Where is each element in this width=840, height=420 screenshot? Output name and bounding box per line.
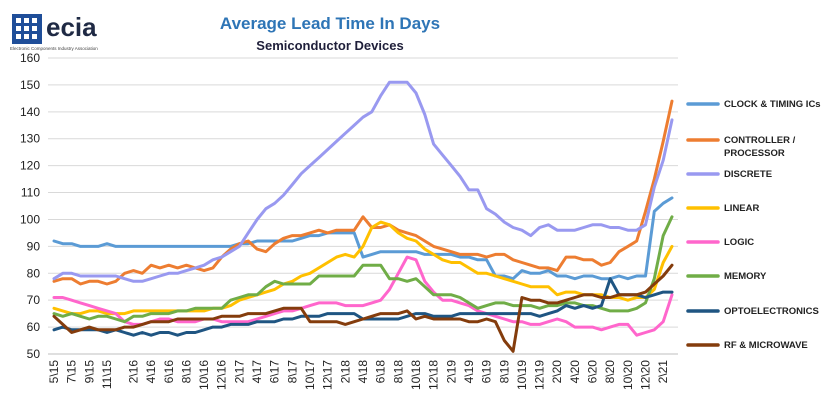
series-line-3: [52, 80, 674, 283]
x-tick-label: 2\20: [550, 360, 564, 384]
legend-item: OPTOELECTRONICS: [686, 306, 819, 317]
x-tick-label: 12\17: [321, 360, 335, 390]
series-line-1: [52, 196, 674, 281]
x-tick-label: 2\21: [656, 360, 670, 384]
x-tick-label: 8\19: [497, 360, 511, 384]
legend-label: MEMORY: [724, 271, 767, 282]
y-tick-label: 130: [20, 132, 40, 146]
x-tick-label: 8\18: [391, 360, 405, 384]
y-tick-label: 50: [27, 347, 41, 361]
x-tick-label: 8\20: [603, 360, 617, 384]
x-tick-label: 2\16: [126, 360, 140, 384]
x-tick-label: 12\20: [639, 360, 653, 390]
x-tick-label: 2\17: [232, 360, 246, 384]
legend-label: LINEAR: [724, 203, 760, 214]
series-line-8: [52, 263, 674, 353]
x-tick-label: 4\17: [250, 360, 264, 384]
legend-label: DISCRETE: [724, 169, 772, 180]
ecia-logo: ecia Electronic Components Industry Asso…: [6, 8, 116, 51]
x-tick-label: 12\18: [427, 360, 441, 390]
series-lines: [52, 80, 674, 353]
legend: CLOCK & TIMING ICs CONTROLLER / PROCESSOR D…: [686, 99, 821, 351]
legend-label: LOGIC: [724, 237, 754, 248]
x-tick-label: 10\19: [515, 360, 529, 390]
legend-label: CONTROLLER /: [724, 135, 796, 146]
x-tick-label: 5\15: [47, 360, 61, 384]
legend-item: CLOCK & TIMING ICs: [686, 99, 821, 110]
chart-subtitle: Semiconductor Devices: [256, 38, 404, 53]
x-tick-label: 6\20: [586, 360, 600, 384]
ecia-logo-icon: [12, 14, 42, 44]
series-line-2: [52, 99, 674, 286]
y-tick-label: 80: [27, 266, 41, 280]
x-tick-label: 2\19: [444, 360, 458, 384]
chart-title: Average Lead Time In Days: [219, 14, 441, 33]
x-tick-label: 10\16: [197, 360, 211, 390]
x-tick-label: 10\20: [621, 360, 635, 390]
y-tick-label: 100: [20, 212, 40, 226]
x-tick-label: 6\18: [374, 360, 388, 384]
x-tick-label: 11\15: [100, 360, 114, 389]
series-line-5: [52, 255, 674, 337]
series-line-4: [52, 220, 674, 316]
x-tick-label: 9\15: [82, 360, 96, 384]
x-tick-label: 12\16: [215, 360, 229, 390]
legend-item: MEMORY: [686, 271, 767, 282]
x-tick-label: 8\17: [285, 360, 299, 384]
y-tick-label: 70: [27, 293, 41, 307]
legend-item: DISCRETE: [686, 169, 772, 180]
legend-item: CONTROLLER / PROCESSOR: [686, 135, 796, 159]
legend-label-cont: PROCESSOR: [724, 148, 785, 159]
logo-text: ecia: [46, 12, 97, 42]
y-tick-label: 150: [20, 78, 40, 92]
y-axis: 50 60 70 80 90 100 110 120 130 140 150 160: [20, 51, 40, 361]
x-tick-label: 4\16: [144, 360, 158, 384]
x-tick-label: 6\16: [162, 360, 176, 384]
x-tick-label: 2\18: [338, 360, 352, 384]
legend-item: RF & MICROWAVE: [686, 340, 808, 351]
legend-label: OPTOELECTRONICS: [724, 306, 819, 317]
y-tick-label: 160: [20, 51, 40, 65]
legend-label: CLOCK & TIMING ICs: [724, 99, 821, 110]
x-tick-label: 4\18: [356, 360, 370, 384]
x-tick-label: 6\19: [480, 360, 494, 384]
x-tick-label: 8\16: [179, 360, 193, 384]
x-tick-label: 7\15: [65, 360, 79, 384]
x-tick-label: 6\17: [268, 360, 282, 384]
legend-item: LINEAR: [686, 203, 760, 214]
x-tick-label: 12\19: [533, 360, 547, 390]
series-line-6: [52, 215, 674, 324]
x-axis: 5\15 7\15 9\15 11\15 2\16 4\16 6\16 8\16 10\16 12…: [47, 353, 678, 390]
y-tick-label: 90: [27, 239, 41, 253]
x-tick-label: 4\20: [568, 360, 582, 384]
x-tick-label: 10\18: [409, 360, 423, 390]
y-tick-label: 60: [27, 320, 41, 334]
y-tick-label: 120: [20, 159, 40, 173]
legend-label: RF & MICROWAVE: [724, 340, 808, 351]
x-tick-label: 10\17: [303, 360, 317, 390]
x-tick-label: 4\19: [462, 360, 476, 384]
y-tick-label: 110: [21, 186, 40, 200]
y-tick-label: 140: [20, 105, 40, 119]
legend-item: LOGIC: [686, 237, 754, 248]
logo-tagline: Electronic Components Industry Associati…: [10, 46, 98, 51]
